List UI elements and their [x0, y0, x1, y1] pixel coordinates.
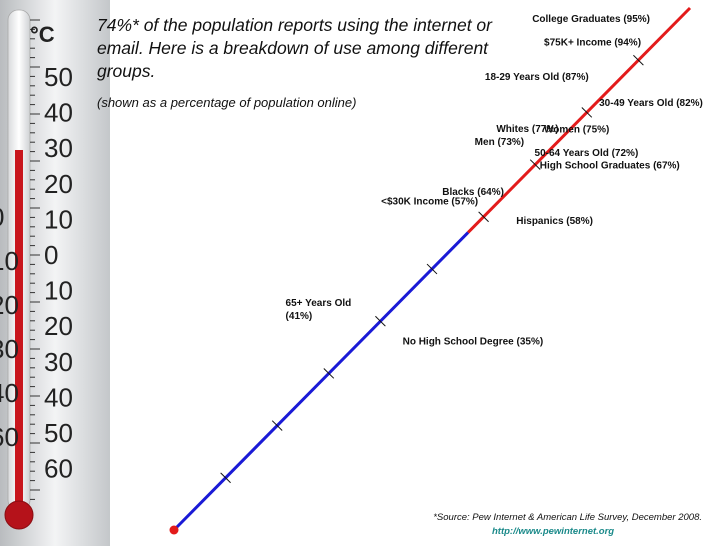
scale-tick — [633, 54, 644, 66]
thermometer-scale-label: 30 — [44, 347, 73, 377]
thermometer-left-label: 40 — [0, 378, 19, 408]
scale-tick — [323, 368, 335, 379]
data-label: 65+ Years Old (41%) — [286, 298, 352, 322]
data-label: No High School Degree (35%) — [403, 336, 544, 347]
source-link[interactable]: http://www.pewinternet.org — [492, 526, 615, 537]
line-segment-high — [467, 6, 692, 234]
scale-tick — [375, 315, 386, 327]
thermometer-scale-label: 10 — [44, 204, 73, 234]
thermometer-scale-label: 50 — [44, 62, 73, 92]
source-note: *Source: Pew Internet & American Life Su… — [433, 512, 702, 523]
thermometer-scale-label: 50 — [44, 418, 73, 448]
data-label: Hispanics (58%) — [516, 216, 593, 227]
data-label: 30-49 Years Old (82%) — [599, 98, 703, 109]
line-start-dot — [169, 525, 179, 535]
data-label-line: (41%) — [286, 311, 313, 322]
scale-tick — [271, 420, 283, 431]
subtitle: (shown as a percentage of population onl… — [97, 95, 357, 110]
thermometer-left-label: 20 — [0, 290, 19, 320]
headline: 74%* of the population reports using the… — [97, 15, 492, 81]
thermometer-left-label: 30 — [0, 334, 19, 364]
data-label: College Graduates (95%) — [532, 14, 650, 25]
data-label: $75K+ Income (94%) — [544, 37, 641, 48]
scale-tick — [529, 159, 541, 170]
thermometer-scale-label: 20 — [44, 169, 73, 199]
data-label: <$30K Income (57%) — [381, 196, 478, 207]
data-label-line: 65+ Years Old — [286, 298, 352, 309]
data-label: 18-29 Years Old (87%) — [485, 72, 589, 83]
thermometer-left-label: 0 — [0, 202, 4, 232]
thermometer-scale-label: 30 — [44, 133, 73, 163]
data-label: High School Graduates (67%) — [540, 160, 680, 171]
scale-tick — [220, 472, 231, 484]
scale-tick — [581, 107, 593, 118]
data-label: Men (73%) — [475, 137, 524, 148]
thermometer-unit: °C — [30, 22, 55, 47]
scale-tick — [426, 263, 438, 275]
thermometer-left-label: 10 — [0, 246, 19, 276]
thermometer-scale-label: 20 — [44, 311, 73, 341]
thermometer-scale-label: 60 — [44, 454, 73, 484]
data-label: Women (75%) — [544, 125, 609, 136]
line-segment-low — [172, 231, 470, 532]
thermometer-scale-label: 40 — [44, 382, 73, 412]
scale-tick — [478, 211, 489, 223]
thermometer-left-label: 60 — [0, 422, 19, 452]
data-label: Whites (77%) — [496, 124, 558, 135]
data-label: Blacks (64%) — [442, 187, 504, 198]
thermometer-illustration: °C 50 40 30 20 10 0 10 20 30 40 50 60 0 10 20 30 40 60 — [0, 0, 110, 546]
thermometer-scale-label: 40 — [44, 98, 73, 128]
thermometer-scale-label: 10 — [44, 276, 73, 306]
data-label: 50-64 Years Old (72%) — [535, 148, 639, 159]
thermometer-scale-label: 0 — [44, 240, 58, 270]
